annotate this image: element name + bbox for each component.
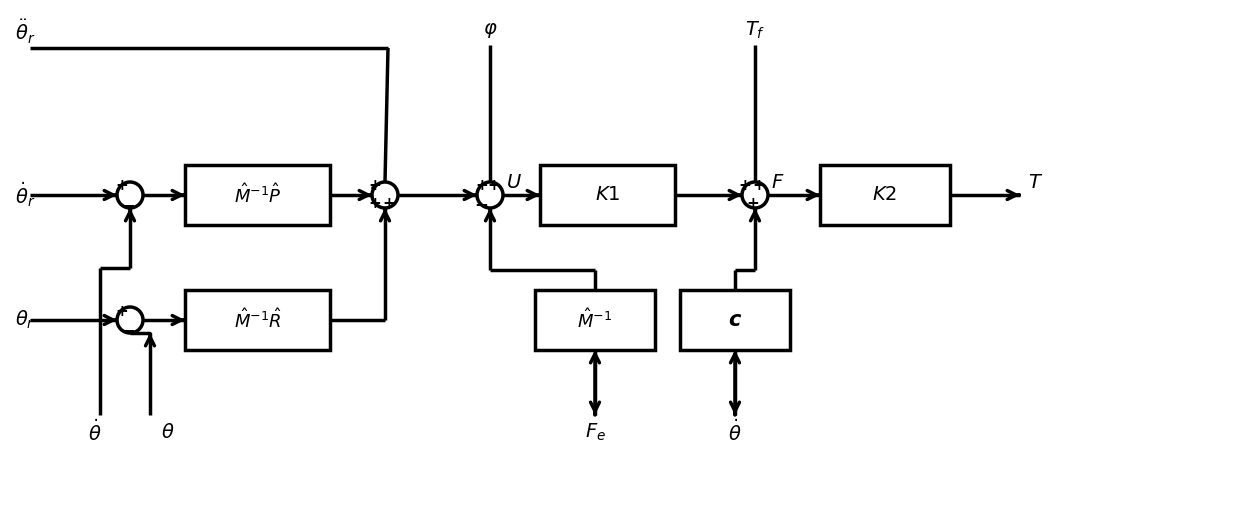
Text: $F_e$: $F_e$	[585, 421, 606, 443]
Text: $K1$: $K1$	[595, 185, 621, 205]
Text: $\hat{M}^{-1}\hat{R}$: $\hat{M}^{-1}\hat{R}$	[234, 308, 281, 332]
Text: +: +	[369, 196, 382, 211]
Text: $\theta$: $\theta$	[161, 423, 175, 441]
Circle shape	[116, 307, 142, 333]
Text: $\dot{\theta}$: $\dot{\theta}$	[88, 419, 102, 445]
Text: +: +	[115, 179, 129, 194]
Text: +: +	[115, 304, 129, 319]
Text: $K2$: $K2$	[872, 185, 897, 205]
Text: +: +	[369, 179, 382, 194]
Text: $\varphi$: $\varphi$	[483, 21, 497, 39]
Text: $T$: $T$	[1028, 172, 1043, 192]
Bar	[540, 165, 675, 225]
Text: +: +	[488, 179, 501, 194]
Circle shape	[742, 182, 768, 208]
Text: +: +	[383, 196, 395, 211]
Circle shape	[477, 182, 503, 208]
Bar	[185, 165, 330, 225]
Text: $\hat{M}^{-1}$: $\hat{M}^{-1}$	[577, 308, 612, 332]
Text: $\ddot{\theta}_r$: $\ddot{\theta}_r$	[15, 18, 36, 46]
Text: −: −	[121, 196, 135, 214]
Text: +: +	[738, 179, 751, 194]
Text: $\dot{\theta}_r$: $\dot{\theta}_r$	[15, 181, 36, 209]
Text: $U$: $U$	[506, 172, 522, 192]
Text: +: +	[476, 179, 488, 194]
Text: +: +	[752, 179, 766, 194]
Text: −: −	[475, 195, 488, 213]
Text: $F$: $F$	[771, 172, 784, 192]
Bar	[535, 290, 655, 350]
Circle shape	[372, 182, 398, 208]
Text: $\boldsymbol{c}$: $\boldsymbol{c}$	[729, 310, 742, 330]
Bar	[820, 165, 950, 225]
Bar	[680, 290, 790, 350]
Text: $\theta_r$: $\theta_r$	[15, 309, 35, 331]
Text: +: +	[747, 196, 760, 211]
Circle shape	[116, 182, 142, 208]
Text: −: −	[121, 321, 135, 339]
Text: $\dot{\theta}$: $\dot{\theta}$	[729, 419, 742, 445]
Bar	[185, 290, 330, 350]
Text: $T_f$: $T_f$	[745, 19, 766, 40]
Text: $\hat{M}^{-1}\hat{P}$: $\hat{M}^{-1}\hat{P}$	[234, 183, 281, 207]
